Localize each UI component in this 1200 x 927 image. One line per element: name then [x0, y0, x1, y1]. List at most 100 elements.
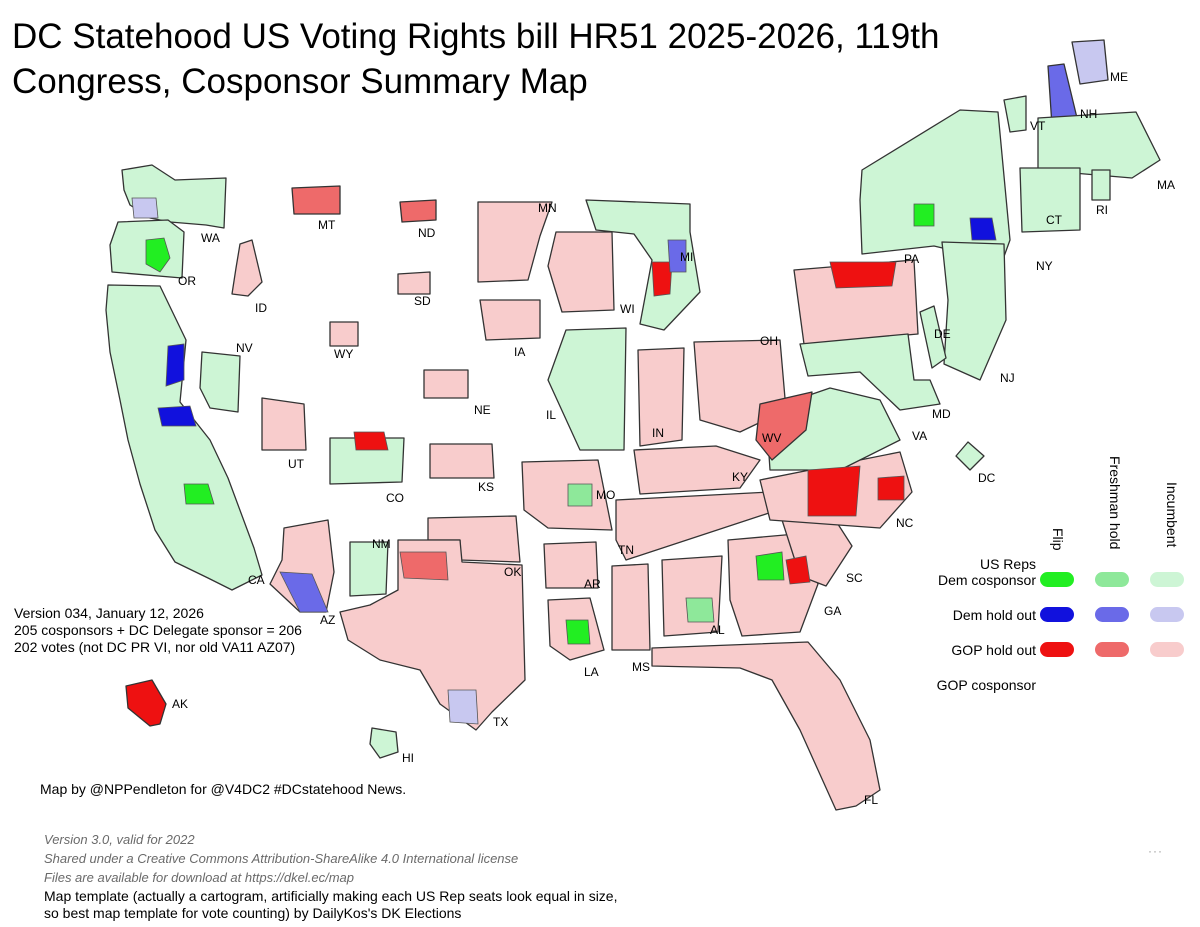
state-DC: [955, 441, 985, 471]
cosponsor-count: 205 cosponsors + DC Delegate sponsor = 2…: [14, 622, 302, 638]
swatch-gop-incumbent: [1150, 642, 1184, 657]
swatch-holdout-freshman: [1095, 607, 1129, 622]
highlight-mi-holdout: [667, 239, 687, 273]
license-download: Files are available for download at http…: [44, 870, 355, 885]
label-VT: VT: [1030, 119, 1046, 133]
label-MA: MA: [1157, 178, 1175, 192]
state-MN: [477, 201, 553, 283]
highlight-or-flip: [145, 237, 171, 273]
label-CO: CO: [386, 491, 404, 505]
label-NJ: NJ: [1000, 371, 1015, 385]
label-NY: NY: [1036, 259, 1053, 273]
highlight-ny-flip: [913, 203, 935, 227]
label-MT: MT: [318, 218, 336, 232]
template-note-line-2: so best map template for vote counting) …: [44, 905, 462, 921]
state-SD: [397, 271, 431, 295]
label-KY: KY: [732, 470, 748, 484]
title-line-1: DC Statehood US Voting Rights bill HR51 …: [12, 17, 940, 56]
highlight-la-flip: [565, 619, 591, 645]
vote-count: 202 votes (not DC PR VI, nor old VA11 AZ…: [14, 639, 296, 655]
swatch-dem-freshman: [1095, 572, 1129, 587]
legend-row-holdout: Dem hold out: [952, 607, 1036, 623]
highlight-nc-flip-1: [807, 465, 861, 517]
state-HI: [369, 727, 399, 759]
label-AL: AL: [710, 623, 725, 637]
district-highlights: [131, 197, 997, 725]
label-WY: WY: [334, 347, 353, 361]
label-MO: MO: [596, 488, 615, 502]
label-ND: ND: [418, 226, 436, 240]
label-CT: CT: [1046, 213, 1063, 227]
state-MD: [799, 333, 941, 411]
label-AK: AK: [172, 697, 188, 711]
highlight-co-flip: [353, 431, 389, 451]
state-MT: [291, 185, 341, 215]
title-line-2: Congress, Cosponsor Summary Map: [12, 62, 588, 101]
highlight-tx-holdout: [447, 689, 479, 725]
state-CA: [105, 284, 263, 591]
legend-row-gop-cosponsor: GOP cosponsor: [936, 677, 1036, 693]
state-TN: [615, 491, 773, 561]
highlight-tx-gop: [399, 551, 449, 581]
legend-col-freshman: Freshman hold: [1107, 456, 1123, 550]
license-version: Version 3.0, valid for 2022: [44, 832, 195, 847]
label-NM: NM: [372, 537, 391, 551]
state-WI: [547, 231, 615, 313]
label-TN: TN: [618, 543, 634, 557]
version-info: Version 034, January 12, 2026 205 cospon…: [14, 605, 302, 656]
label-OR: OR: [178, 274, 196, 288]
state-NM: [349, 541, 389, 597]
label-FL: FL: [864, 793, 878, 807]
swatch-gop-flip: [1040, 642, 1074, 657]
highlight-wa-holdout: [131, 197, 159, 219]
template-note-line-1: Map template (actually a cartogram, arti…: [44, 888, 618, 904]
state-WV: [755, 391, 813, 461]
label-IA: IA: [514, 345, 525, 359]
state-KY: [633, 445, 761, 495]
highlight-az-holdout: [279, 571, 329, 613]
label-PA: PA: [904, 252, 919, 266]
state-ME: [1071, 39, 1109, 85]
state-DE: [919, 305, 947, 369]
label-IN: IN: [652, 426, 664, 440]
highlight-ca-holdout-1: [165, 343, 185, 387]
swatch-dem-flip: [1040, 572, 1074, 587]
state-ID: [231, 239, 263, 297]
legend-row-dem: Dem cosponsor: [937, 572, 1036, 588]
swatch-holdout-incumbent: [1150, 607, 1184, 622]
state-WY: [329, 321, 359, 347]
label-UT: UT: [288, 457, 305, 471]
highlight-ga-flip: [755, 551, 785, 581]
map-title: DC Statehood US Voting Rights bill HR51 …: [12, 14, 1112, 104]
highlight-mi-flip: [651, 261, 673, 297]
label-HI: HI: [402, 751, 414, 765]
legend-col-flip: Flip: [1050, 528, 1066, 551]
state-MA: [1037, 111, 1161, 179]
label-NH: NH: [1080, 107, 1097, 121]
label-NV: NV: [236, 341, 253, 355]
highlight-ca-holdout-2: [157, 405, 197, 427]
more-icon[interactable]: ···: [1148, 844, 1163, 858]
label-MI: MI: [680, 250, 693, 264]
label-MS: MS: [632, 660, 650, 674]
highlight-ny-holdout: [969, 217, 997, 241]
state-IL: [547, 327, 627, 451]
license-block: Version 3.0, valid for 2022 Shared under…: [44, 830, 518, 887]
state-ND: [399, 199, 437, 223]
label-OK: OK: [504, 565, 521, 579]
legend-col-incumbent: Incumbent: [1164, 482, 1180, 548]
label-DE: DE: [934, 327, 951, 341]
state-AK: [125, 679, 167, 727]
label-CA: CA: [248, 573, 265, 587]
label-WA: WA: [201, 231, 220, 245]
label-GA: GA: [824, 604, 841, 618]
label-LA: LA: [584, 665, 599, 679]
highlight-nc-flip-2: [877, 475, 905, 501]
label-DC: DC: [978, 471, 996, 485]
highlight-mo-dem: [567, 483, 593, 507]
label-AR: AR: [584, 577, 601, 591]
state-KS: [429, 443, 495, 479]
label-ME: ME: [1110, 70, 1128, 84]
legend-row-gop-holdout: GOP hold out: [951, 642, 1036, 658]
state-CT: [1019, 167, 1081, 233]
